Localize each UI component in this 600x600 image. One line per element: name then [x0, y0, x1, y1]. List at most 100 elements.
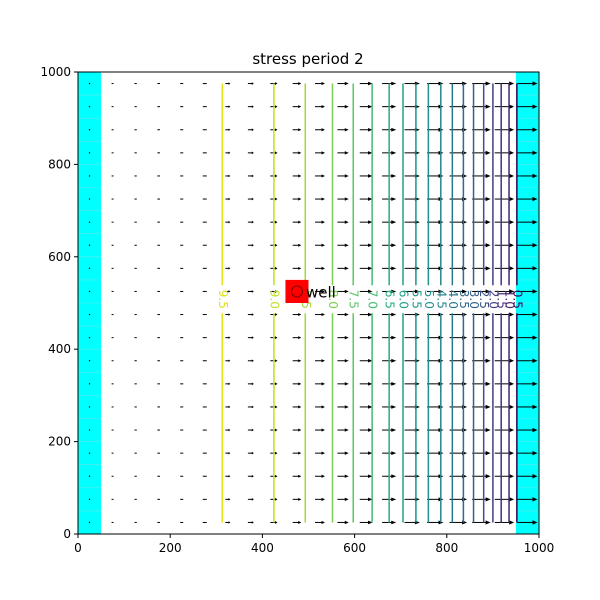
flow-vector [359, 81, 373, 86]
flow-vector [382, 127, 397, 132]
flow-vector [382, 197, 397, 201]
flow-vector [494, 335, 515, 340]
flow-vector [472, 474, 491, 479]
flow-vector [337, 289, 349, 294]
flow-vector [494, 196, 515, 202]
flow-vector [494, 266, 515, 271]
flow-vector [449, 289, 468, 294]
constant-head-bands [78, 72, 539, 534]
flow-vector [337, 174, 349, 178]
well-point [290, 285, 304, 298]
flow-vector [315, 197, 326, 201]
flow-vector [359, 451, 373, 455]
flow-vector [337, 497, 349, 502]
flow-vector [292, 220, 302, 224]
flow-vector [472, 404, 491, 410]
contour-label: 9.0 [267, 290, 281, 309]
flow-vector [404, 104, 420, 109]
flow-vector [225, 313, 231, 316]
flow-vector [88, 521, 91, 524]
flow-vector [225, 451, 231, 455]
flow-vector [88, 313, 91, 316]
well-label: well [306, 283, 336, 301]
flow-vector [427, 289, 444, 294]
flow-vector [88, 452, 91, 454]
flow-vector [382, 266, 397, 271]
flow-vector [247, 243, 254, 247]
flow-vector [472, 451, 491, 456]
flow-vector [337, 128, 349, 132]
flow-vector [382, 174, 397, 178]
flow-vector [494, 173, 515, 179]
flow-vector [88, 475, 91, 477]
contour-6.0: 6.0 [397, 83, 411, 523]
contour-3.5: 3.5 [457, 83, 471, 523]
contour-6.5: 6.5 [383, 83, 397, 523]
contour-5.5: 5.5 [409, 83, 423, 523]
flow-vector [382, 405, 397, 409]
flow-vector [225, 498, 231, 501]
flow-vector [292, 474, 302, 478]
flow-vector [517, 427, 538, 433]
flow-vector [404, 266, 420, 271]
flow-vector [494, 104, 515, 109]
flow-vector [404, 381, 420, 386]
x-tick-label: 200 [159, 541, 182, 555]
flow-vector [88, 290, 91, 293]
flow-vector [472, 173, 491, 179]
flow-vector [292, 82, 302, 86]
flow-vector [225, 82, 231, 85]
flow-vector [382, 220, 397, 224]
flow-vector [472, 427, 491, 433]
flow-vector [517, 381, 538, 387]
contour-label: 3.5 [457, 290, 471, 309]
contour-label: 8.0 [326, 290, 340, 309]
flow-vector [359, 312, 373, 317]
flow-vector [517, 497, 538, 502]
flow-vector [88, 360, 91, 362]
flow-vector [337, 451, 349, 455]
flow-vector [315, 336, 326, 340]
flow-vector [472, 497, 491, 502]
contour-label: 5.5 [409, 290, 423, 309]
flow-vector [404, 474, 420, 479]
flow-vector [337, 266, 349, 271]
flow-vector [359, 520, 373, 525]
plot-frame [77, 71, 540, 535]
flow-vector [517, 358, 538, 363]
flow-vector [88, 267, 91, 270]
flow-vector [359, 266, 373, 271]
flow-vector [247, 451, 254, 455]
flow-vector [337, 197, 349, 201]
flow-vector [88, 105, 91, 108]
flow-vector [517, 474, 538, 479]
flow-vector [247, 174, 254, 178]
contour-9.5: 9.5 [216, 83, 230, 523]
flow-vector [404, 243, 420, 248]
flow-vector [517, 450, 538, 456]
flow-vector [225, 405, 231, 409]
contour-label: 2.0 [486, 290, 500, 309]
y-tick-label: 400 [48, 342, 71, 356]
contour-label: 4.0 [446, 290, 460, 309]
flow-vector [247, 290, 254, 293]
flow-vector [337, 81, 349, 86]
flow-vector [247, 220, 254, 224]
flow-vector [247, 266, 254, 270]
flow-vector [337, 428, 349, 432]
flow-vector [315, 105, 326, 109]
flow-vector [472, 104, 491, 109]
flow-vector [315, 266, 326, 270]
contour-label: 6.0 [397, 290, 411, 309]
flow-vector [404, 358, 420, 363]
flow-vector [404, 520, 420, 525]
flow-vector [292, 359, 302, 363]
contour-0.5: 0.5 [510, 83, 524, 523]
contour-4.5: 4.5 [434, 83, 448, 523]
flow-vector [404, 81, 420, 86]
flow-vector [292, 105, 302, 109]
flow-vector [359, 474, 373, 479]
contour-label: 1.0 [503, 290, 517, 309]
flow-vector [517, 81, 538, 86]
